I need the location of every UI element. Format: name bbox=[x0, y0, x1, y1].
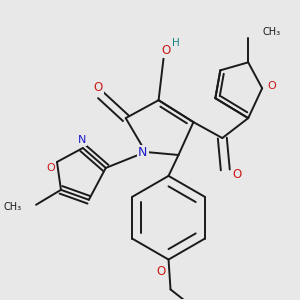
Text: O: O bbox=[156, 265, 165, 278]
Text: N: N bbox=[78, 135, 86, 145]
Text: O: O bbox=[46, 163, 56, 173]
Text: O: O bbox=[161, 44, 170, 57]
Text: CH₃: CH₃ bbox=[4, 202, 22, 212]
Text: CH₃: CH₃ bbox=[262, 28, 280, 38]
Text: N: N bbox=[138, 146, 147, 160]
Text: O: O bbox=[268, 81, 277, 91]
Text: O: O bbox=[93, 81, 102, 94]
Text: H: H bbox=[172, 38, 179, 48]
Text: O: O bbox=[232, 168, 242, 182]
